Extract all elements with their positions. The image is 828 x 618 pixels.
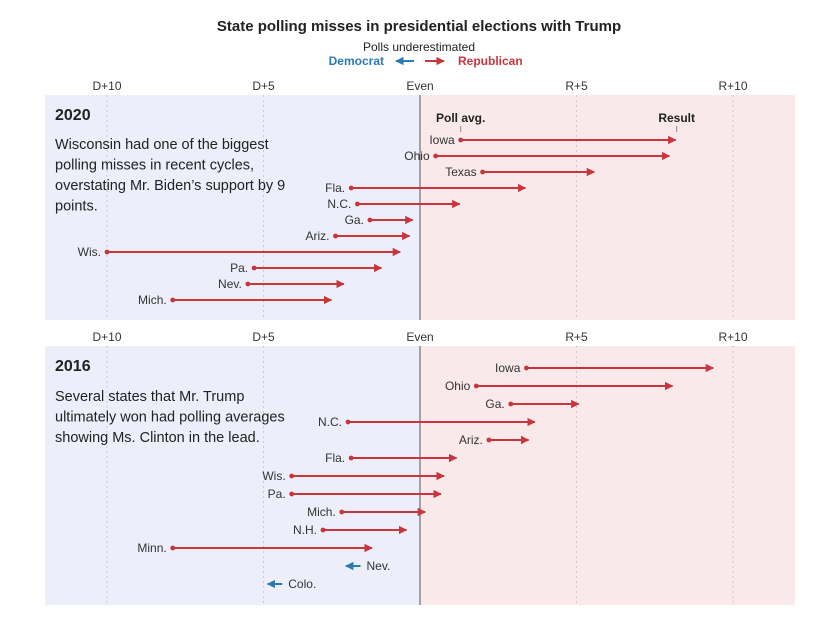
header-result: Result: [658, 111, 695, 125]
state-label: Minn.: [137, 541, 166, 555]
state-label: Nev.: [367, 559, 391, 573]
state-label: Ariz.: [459, 433, 483, 447]
annotation-line: Wisconsin had one of the biggest: [55, 137, 269, 153]
panel-2020: D+10 D+5 Even R+5 R+10 2020 Wisconsin had one …: [45, 79, 795, 320]
x-tick-label: Even: [406, 330, 433, 344]
state-label: Ariz.: [305, 229, 329, 243]
annotation-line: polling misses in recent cycles,: [55, 158, 254, 174]
state-label: Ga.: [485, 397, 504, 411]
democrat-region: [45, 95, 420, 320]
state-label: Iowa: [495, 361, 521, 375]
x-tick-label: D+5: [252, 79, 275, 93]
legend-republican: Republican: [458, 54, 523, 68]
x-tick-label: Even: [406, 79, 433, 93]
header-poll-avg: Poll avg.: [436, 111, 485, 125]
annotation-line: overstating Mr. Biden’s support by 9: [55, 178, 285, 194]
chart-title: State polling misses in presidential ele…: [217, 18, 621, 35]
state-label: N.H.: [293, 523, 317, 537]
state-label: Pa.: [230, 261, 248, 275]
x-tick-label: D+10: [92, 79, 121, 93]
x-tick-label: R+10: [718, 79, 747, 93]
annotation-line: points.: [55, 199, 98, 215]
state-label: Fla.: [325, 451, 345, 465]
state-label: Iowa: [429, 133, 455, 147]
annotation-line: ultimately won had polling averages: [55, 410, 285, 426]
state-label: Pa.: [268, 487, 286, 501]
x-tick-label: R+5: [565, 79, 588, 93]
state-label: Fla.: [325, 181, 345, 195]
state-label: Ohio: [404, 149, 430, 163]
x-tick-label: R+5: [565, 330, 588, 344]
state-label: Wis.: [78, 245, 101, 259]
state-label: N.C.: [327, 197, 351, 211]
legend: Polls underestimated Democrat Republican: [329, 40, 523, 68]
x-tick-label: D+5: [252, 330, 275, 344]
x-tick-label: R+10: [718, 330, 747, 344]
state-label: Ga.: [345, 213, 364, 227]
panel-2016: D+10 D+5 Even R+5 R+10 2016 Several states tha…: [45, 330, 795, 605]
state-label: Texas: [445, 165, 476, 179]
legend-caption: Polls underestimated: [363, 40, 475, 54]
x-tick-label: D+10: [92, 330, 121, 344]
annotation-line: showing Ms. Clinton in the lead.: [55, 430, 260, 446]
state-label: Mich.: [138, 293, 167, 307]
state-label: Colo.: [288, 577, 316, 591]
state-label: Nev.: [218, 277, 242, 291]
state-label: Ohio: [445, 379, 471, 393]
state-label: Mich.: [307, 505, 336, 519]
legend-democrat: Democrat: [329, 54, 384, 68]
year-label: 2020: [55, 107, 91, 124]
state-label: N.C.: [318, 415, 342, 429]
state-label: Wis.: [262, 469, 285, 483]
annotation-line: Several states that Mr. Trump: [55, 389, 244, 405]
year-label: 2016: [55, 358, 91, 375]
republican-region: [420, 95, 795, 320]
poll-avg-dot: [524, 365, 529, 371]
